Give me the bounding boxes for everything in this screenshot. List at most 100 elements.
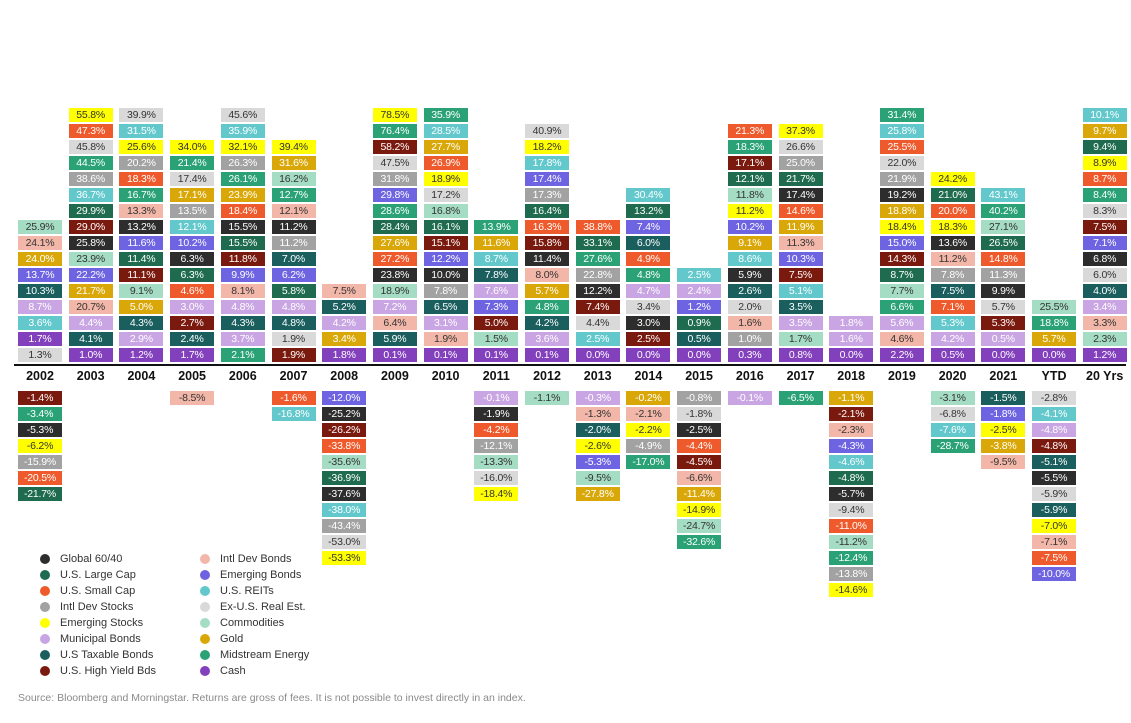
return-cell: -17.0% <box>625 454 672 470</box>
legend-item: Intl Dev Bonds <box>200 553 292 565</box>
return-cell: -53.0% <box>321 534 368 550</box>
return-cell: 17.2% <box>422 187 469 203</box>
return-cell: 11.4% <box>524 251 570 267</box>
return-cell: 11.4% <box>118 251 165 267</box>
return-cell: -25.2% <box>321 406 368 422</box>
legend-label: Global 60/40 <box>60 553 123 565</box>
year-label: 2006 <box>228 369 257 383</box>
return-cell: 31.5% <box>118 123 165 139</box>
return-cell: 28.4% <box>371 219 418 235</box>
return-cell: 24.2% <box>929 171 976 187</box>
return-cell: 24.1% <box>17 235 63 251</box>
return-cell: -24.7% <box>676 518 723 534</box>
return-cell: 0.5% <box>929 347 976 363</box>
return-cell: 4.7% <box>625 283 672 299</box>
legend-item: Midstream Energy <box>200 649 309 661</box>
return-cell: 8.0% <box>524 267 570 283</box>
return-cell: 5.1% <box>777 283 824 299</box>
return-cell: -33.8% <box>321 438 368 454</box>
return-cell: 21.3% <box>726 123 773 139</box>
legend-swatch <box>40 634 50 644</box>
return-cell: 25.9% <box>17 219 63 235</box>
return-cell: -4.9% <box>625 438 672 454</box>
return-cell: -1.8% <box>980 406 1027 422</box>
return-cell: 11.6% <box>118 235 165 251</box>
return-cell: 2.4% <box>169 331 216 347</box>
return-cell: 25.8% <box>67 235 114 251</box>
return-cell: 15.1% <box>422 235 469 251</box>
return-cell: 8.7% <box>878 267 925 283</box>
return-cell: 25.5% <box>878 139 925 155</box>
return-cell: 18.8% <box>1031 315 1077 331</box>
legend-swatch <box>40 618 50 628</box>
return-cell: -11.0% <box>828 518 875 534</box>
return-cell: 7.8% <box>473 267 520 283</box>
year-label: 20 Yrs <box>1086 369 1124 383</box>
return-cell: -53.3% <box>321 550 368 566</box>
return-cell: -32.6% <box>676 534 723 550</box>
return-cell: 2.5% <box>676 267 723 283</box>
return-cell: 5.0% <box>473 315 520 331</box>
year-label: 2019 <box>887 369 916 383</box>
return-cell: 37.3% <box>777 123 824 139</box>
return-cell: -6.2% <box>17 438 63 454</box>
return-cell: -4.2% <box>473 422 520 438</box>
return-cell: 0.1% <box>422 347 469 363</box>
return-cell: 4.2% <box>321 315 368 331</box>
return-cell: -3.1% <box>929 390 976 406</box>
return-cell: -6.6% <box>676 470 723 486</box>
return-cell: 18.8% <box>878 203 925 219</box>
return-cell: 13.2% <box>625 203 672 219</box>
return-cell: 0.0% <box>980 347 1027 363</box>
return-cell: 28.6% <box>371 203 418 219</box>
return-cell: -15.9% <box>17 454 63 470</box>
return-cell: -2.0% <box>574 422 621 438</box>
return-cell: -6.8% <box>929 406 976 422</box>
return-cell: 7.2% <box>371 299 418 315</box>
return-cell: 7.6% <box>473 283 520 299</box>
return-cell: -26.2% <box>321 422 368 438</box>
return-cell: 1.6% <box>828 331 875 347</box>
legend-swatch <box>200 634 210 644</box>
return-cell: 13.3% <box>118 203 165 219</box>
return-cell: 1.8% <box>828 315 875 331</box>
return-cell: 26.9% <box>422 155 469 171</box>
return-cell: 5.7% <box>524 283 570 299</box>
return-cell: -5.1% <box>1031 454 1077 470</box>
return-cell: -4.4% <box>676 438 723 454</box>
return-cell: 38.8% <box>574 219 621 235</box>
return-cell: 19.2% <box>878 187 925 203</box>
return-cell: 0.0% <box>574 347 621 363</box>
return-cell: 20.7% <box>67 299 114 315</box>
return-cell: 9.4% <box>1081 139 1128 155</box>
return-cell: 21.9% <box>878 171 925 187</box>
return-cell: -3.4% <box>17 406 63 422</box>
return-cell: 5.2% <box>321 299 368 315</box>
return-cell: -13.3% <box>473 454 520 470</box>
return-cell: -7.5% <box>1031 550 1077 566</box>
source-note: Source: Bloomberg and Morningstar. Retur… <box>18 692 526 704</box>
return-cell: -43.4% <box>321 518 368 534</box>
return-cell: -1.1% <box>828 390 875 406</box>
return-cell: 12.1% <box>270 203 317 219</box>
return-cell: 1.9% <box>270 331 317 347</box>
return-cell: 18.9% <box>371 283 418 299</box>
legend-swatch <box>40 570 50 580</box>
return-cell: 7.8% <box>929 267 976 283</box>
return-cell: 4.9% <box>625 251 672 267</box>
return-cell: 4.4% <box>574 315 621 331</box>
return-cell: -9.5% <box>980 454 1027 470</box>
return-cell: 18.3% <box>118 171 165 187</box>
return-cell: 76.4% <box>371 123 418 139</box>
return-cell: -11.2% <box>828 534 875 550</box>
return-cell: -0.1% <box>726 390 773 406</box>
return-cell: -10.0% <box>1031 566 1077 582</box>
return-cell: -4.8% <box>1031 438 1077 454</box>
return-cell: 12.1% <box>726 171 773 187</box>
year-label: 2012 <box>533 369 561 383</box>
return-cell: 11.8% <box>219 251 266 267</box>
return-cell: 11.2% <box>929 251 976 267</box>
return-cell: 29.0% <box>67 219 114 235</box>
return-cell: 10.3% <box>17 283 63 299</box>
legend-label: Midstream Energy <box>220 649 310 661</box>
